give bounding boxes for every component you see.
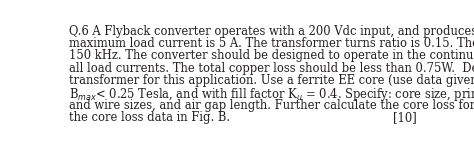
Text: transformer for this application. Use a ferrite EE core (use data given below in: transformer for this application. Use a … [69, 74, 474, 87]
Text: and wire sizes, and air gap length. Further calculate the core loss for the sele: and wire sizes, and air gap length. Furt… [69, 99, 474, 111]
Text: [10]: [10] [393, 111, 417, 124]
Text: all load currents. The total copper loss should be less than 0.75W.  Design a Fl: all load currents. The total copper loss… [69, 62, 474, 75]
Text: B$_{max}$< 0.25 Tesla, and with fill factor K$_u$ = 0.4. Specify: core size, pri: B$_{max}$< 0.25 Tesla, and with fill fac… [69, 86, 474, 103]
Text: the core loss data in Fig. B.: the core loss data in Fig. B. [69, 111, 230, 124]
Text: maximum load current is 5 A. The transformer turns ratio is 0.15. The switching : maximum load current is 5 A. The transfo… [69, 37, 474, 50]
Text: 150 kHz. The converter should be designed to operate in the continuous conductio: 150 kHz. The converter should be designe… [69, 49, 474, 62]
Text: Q.6 A Flyback converter operates with a 200 Vdc input, and produces a 20 Vdc out: Q.6 A Flyback converter operates with a … [69, 25, 474, 38]
